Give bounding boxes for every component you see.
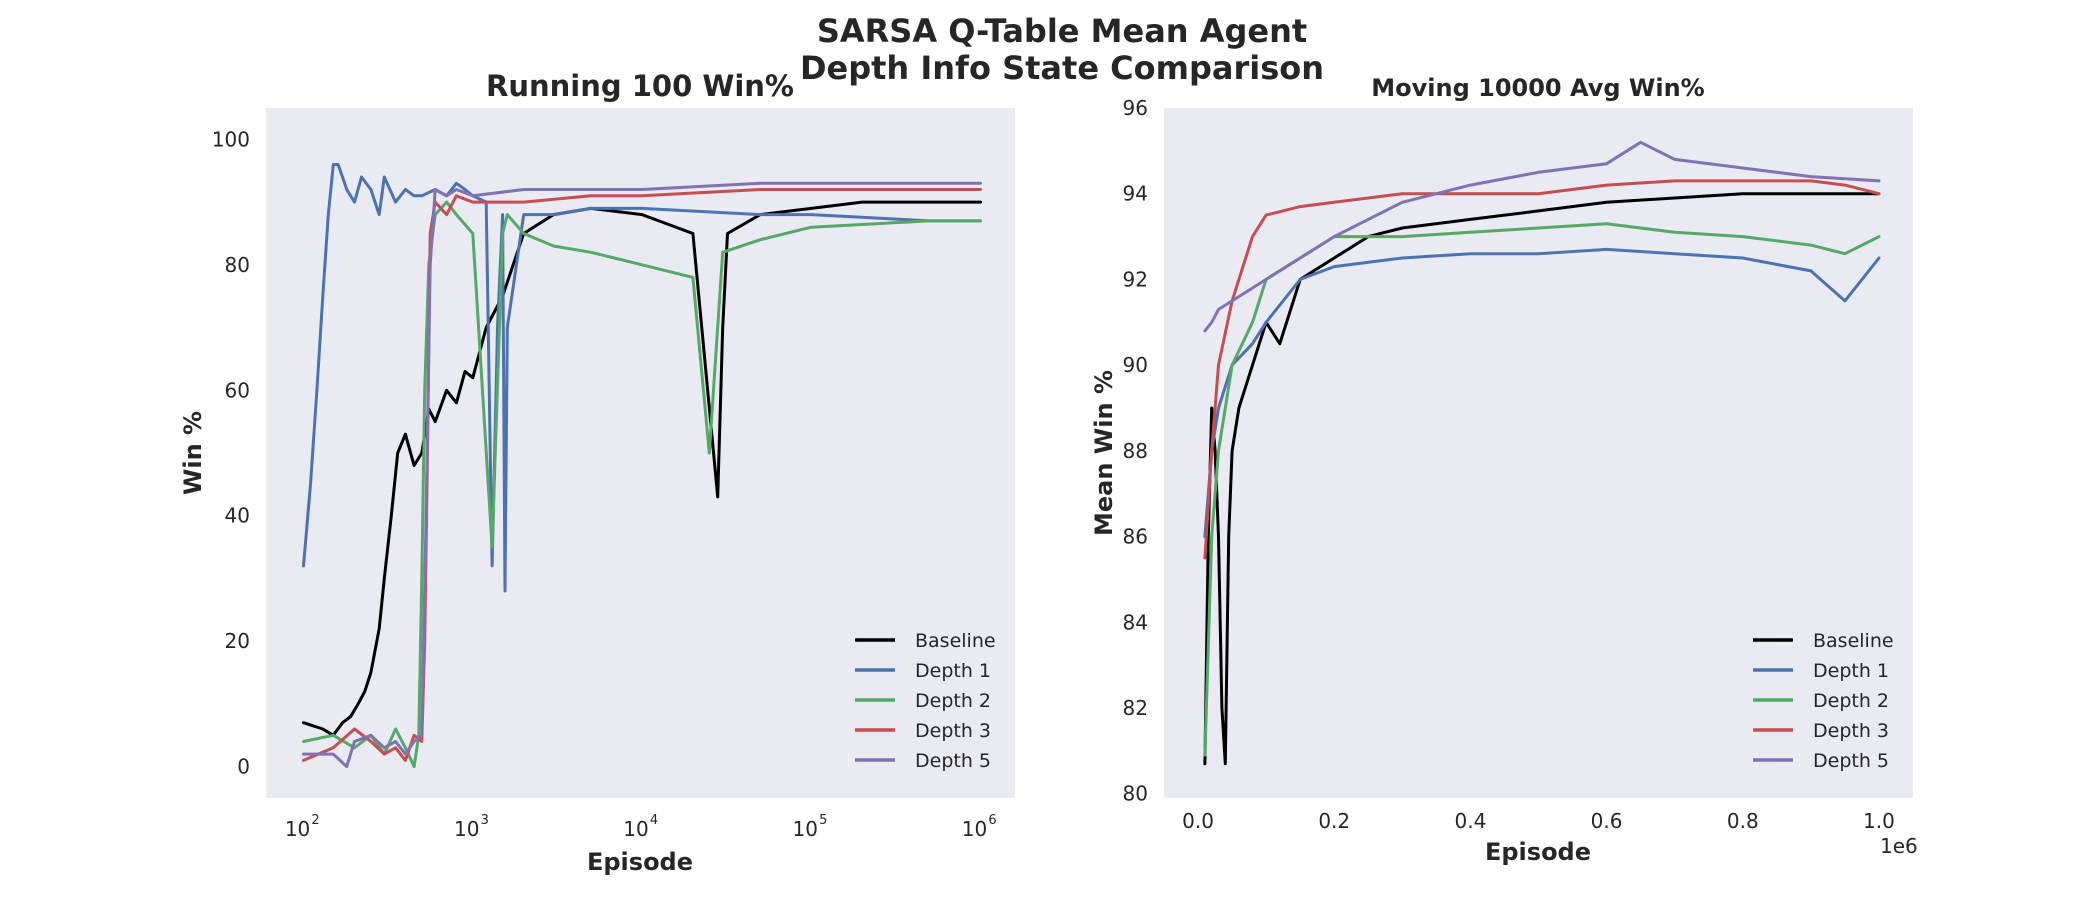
left-y-tick-label: 40 — [225, 504, 250, 528]
right-x-tick-label: 0.4 — [1455, 809, 1487, 833]
left-x-tick-exponent: 4 — [650, 813, 658, 828]
right-legend-label-depth-3: Depth 3 — [1813, 720, 1889, 742]
right-series-line-baseline — [1203, 192, 1881, 766]
left-x-tick-exponent: 3 — [481, 813, 489, 828]
right-legend-label-depth-1: Depth 1 — [1813, 660, 1889, 682]
left-series-line-baseline — [302, 200, 982, 737]
left-chart-title: Running 100 Win% — [486, 69, 794, 103]
right-axis-ticks: 0.0 0.2 0.4 0.6 0.8 1.0 80 82 84 86 88 90 92 94 96 — [1123, 96, 1895, 833]
left-x-tick-exponent: 2 — [311, 813, 319, 828]
right-series-line-depth-1 — [1203, 247, 1881, 539]
right-x-tick-label: 0.0 — [1182, 809, 1214, 833]
right-chart: 0.0 0.2 0.4 0.6 0.8 1.0 80 82 84 86 88 90 92 94 96 Mov… — [1090, 74, 1918, 866]
left-x-tick-exponent: 6 — [988, 813, 996, 828]
right-y-tick-label: 82 — [1123, 696, 1148, 720]
figure-title-line1: SARSA Q-Table Mean Agent — [817, 12, 1307, 50]
right-plot-area — [1164, 108, 1913, 798]
right-x-tick-label: 0.8 — [1727, 809, 1759, 833]
right-legend-label-baseline: Baseline — [1813, 630, 1894, 652]
left-y-tick-label: 20 — [225, 629, 250, 653]
right-y-tick-label: 94 — [1123, 182, 1148, 206]
right-legend-label-depth-5: Depth 5 — [1813, 750, 1889, 772]
left-x-tick-label: 10 — [793, 817, 818, 841]
right-series-line-depth-5 — [1203, 140, 1881, 333]
right-y-tick-label: 88 — [1123, 439, 1148, 463]
left-x-tick-label: 10 — [623, 817, 648, 841]
right-y-tick-label: 92 — [1123, 267, 1148, 291]
left-x-axis-label: Episode — [587, 848, 693, 876]
left-series-line-depth-3 — [302, 188, 982, 762]
right-y-tick-label: 80 — [1123, 782, 1148, 806]
right-y-tick-label: 96 — [1123, 96, 1148, 120]
right-chart-title: Moving 10000 Avg Win% — [1371, 74, 1704, 102]
left-y-tick-label: 60 — [225, 378, 250, 402]
left-x-tick-label: 10 — [962, 817, 987, 841]
left-legend-label-depth-5: Depth 5 — [915, 750, 991, 772]
right-y-tick-label: 84 — [1123, 610, 1148, 634]
left-series-lines — [302, 163, 982, 769]
right-x-tick-label: 1.0 — [1863, 809, 1895, 833]
right-x-offset-text: 1e6 — [1880, 834, 1918, 858]
left-series-line-depth-2 — [302, 200, 982, 769]
right-series-line-depth-2 — [1203, 222, 1881, 757]
figure-title-line2: Depth Info State Comparison — [800, 49, 1324, 87]
left-series-line-depth-5 — [302, 181, 982, 769]
left-x-tick-label: 10 — [285, 817, 310, 841]
right-x-tick-label: 0.2 — [1318, 809, 1350, 833]
left-y-tick-label: 100 — [212, 127, 250, 151]
left-legend-label-depth-2: Depth 2 — [915, 690, 991, 712]
left-legend: Baseline Depth 1 Depth 2 Depth 3 Depth 5 — [855, 630, 996, 772]
right-series-line-depth-3 — [1203, 179, 1881, 560]
left-x-tick-exponent: 5 — [819, 813, 827, 828]
right-y-tick-label: 90 — [1123, 353, 1148, 377]
left-legend-label-baseline: Baseline — [915, 630, 996, 652]
left-y-tick-label: 0 — [237, 755, 250, 779]
right-series-lines — [1203, 140, 1881, 766]
left-legend-label-depth-3: Depth 3 — [915, 720, 991, 742]
right-y-axis-label: Mean Win % — [1090, 370, 1118, 536]
right-y-tick-label: 86 — [1123, 525, 1148, 549]
left-y-tick-label: 80 — [225, 253, 250, 277]
left-x-tick-label: 10 — [454, 817, 479, 841]
right-x-tick-label: 0.6 — [1591, 809, 1623, 833]
right-legend: Baseline Depth 1 Depth 2 Depth 3 Depth 5 — [1753, 630, 1894, 772]
right-x-axis-label: Episode — [1485, 838, 1591, 866]
right-legend-label-depth-2: Depth 2 — [1813, 690, 1889, 712]
left-y-axis-label: Win % — [179, 411, 207, 495]
left-legend-label-depth-1: Depth 1 — [915, 660, 991, 682]
